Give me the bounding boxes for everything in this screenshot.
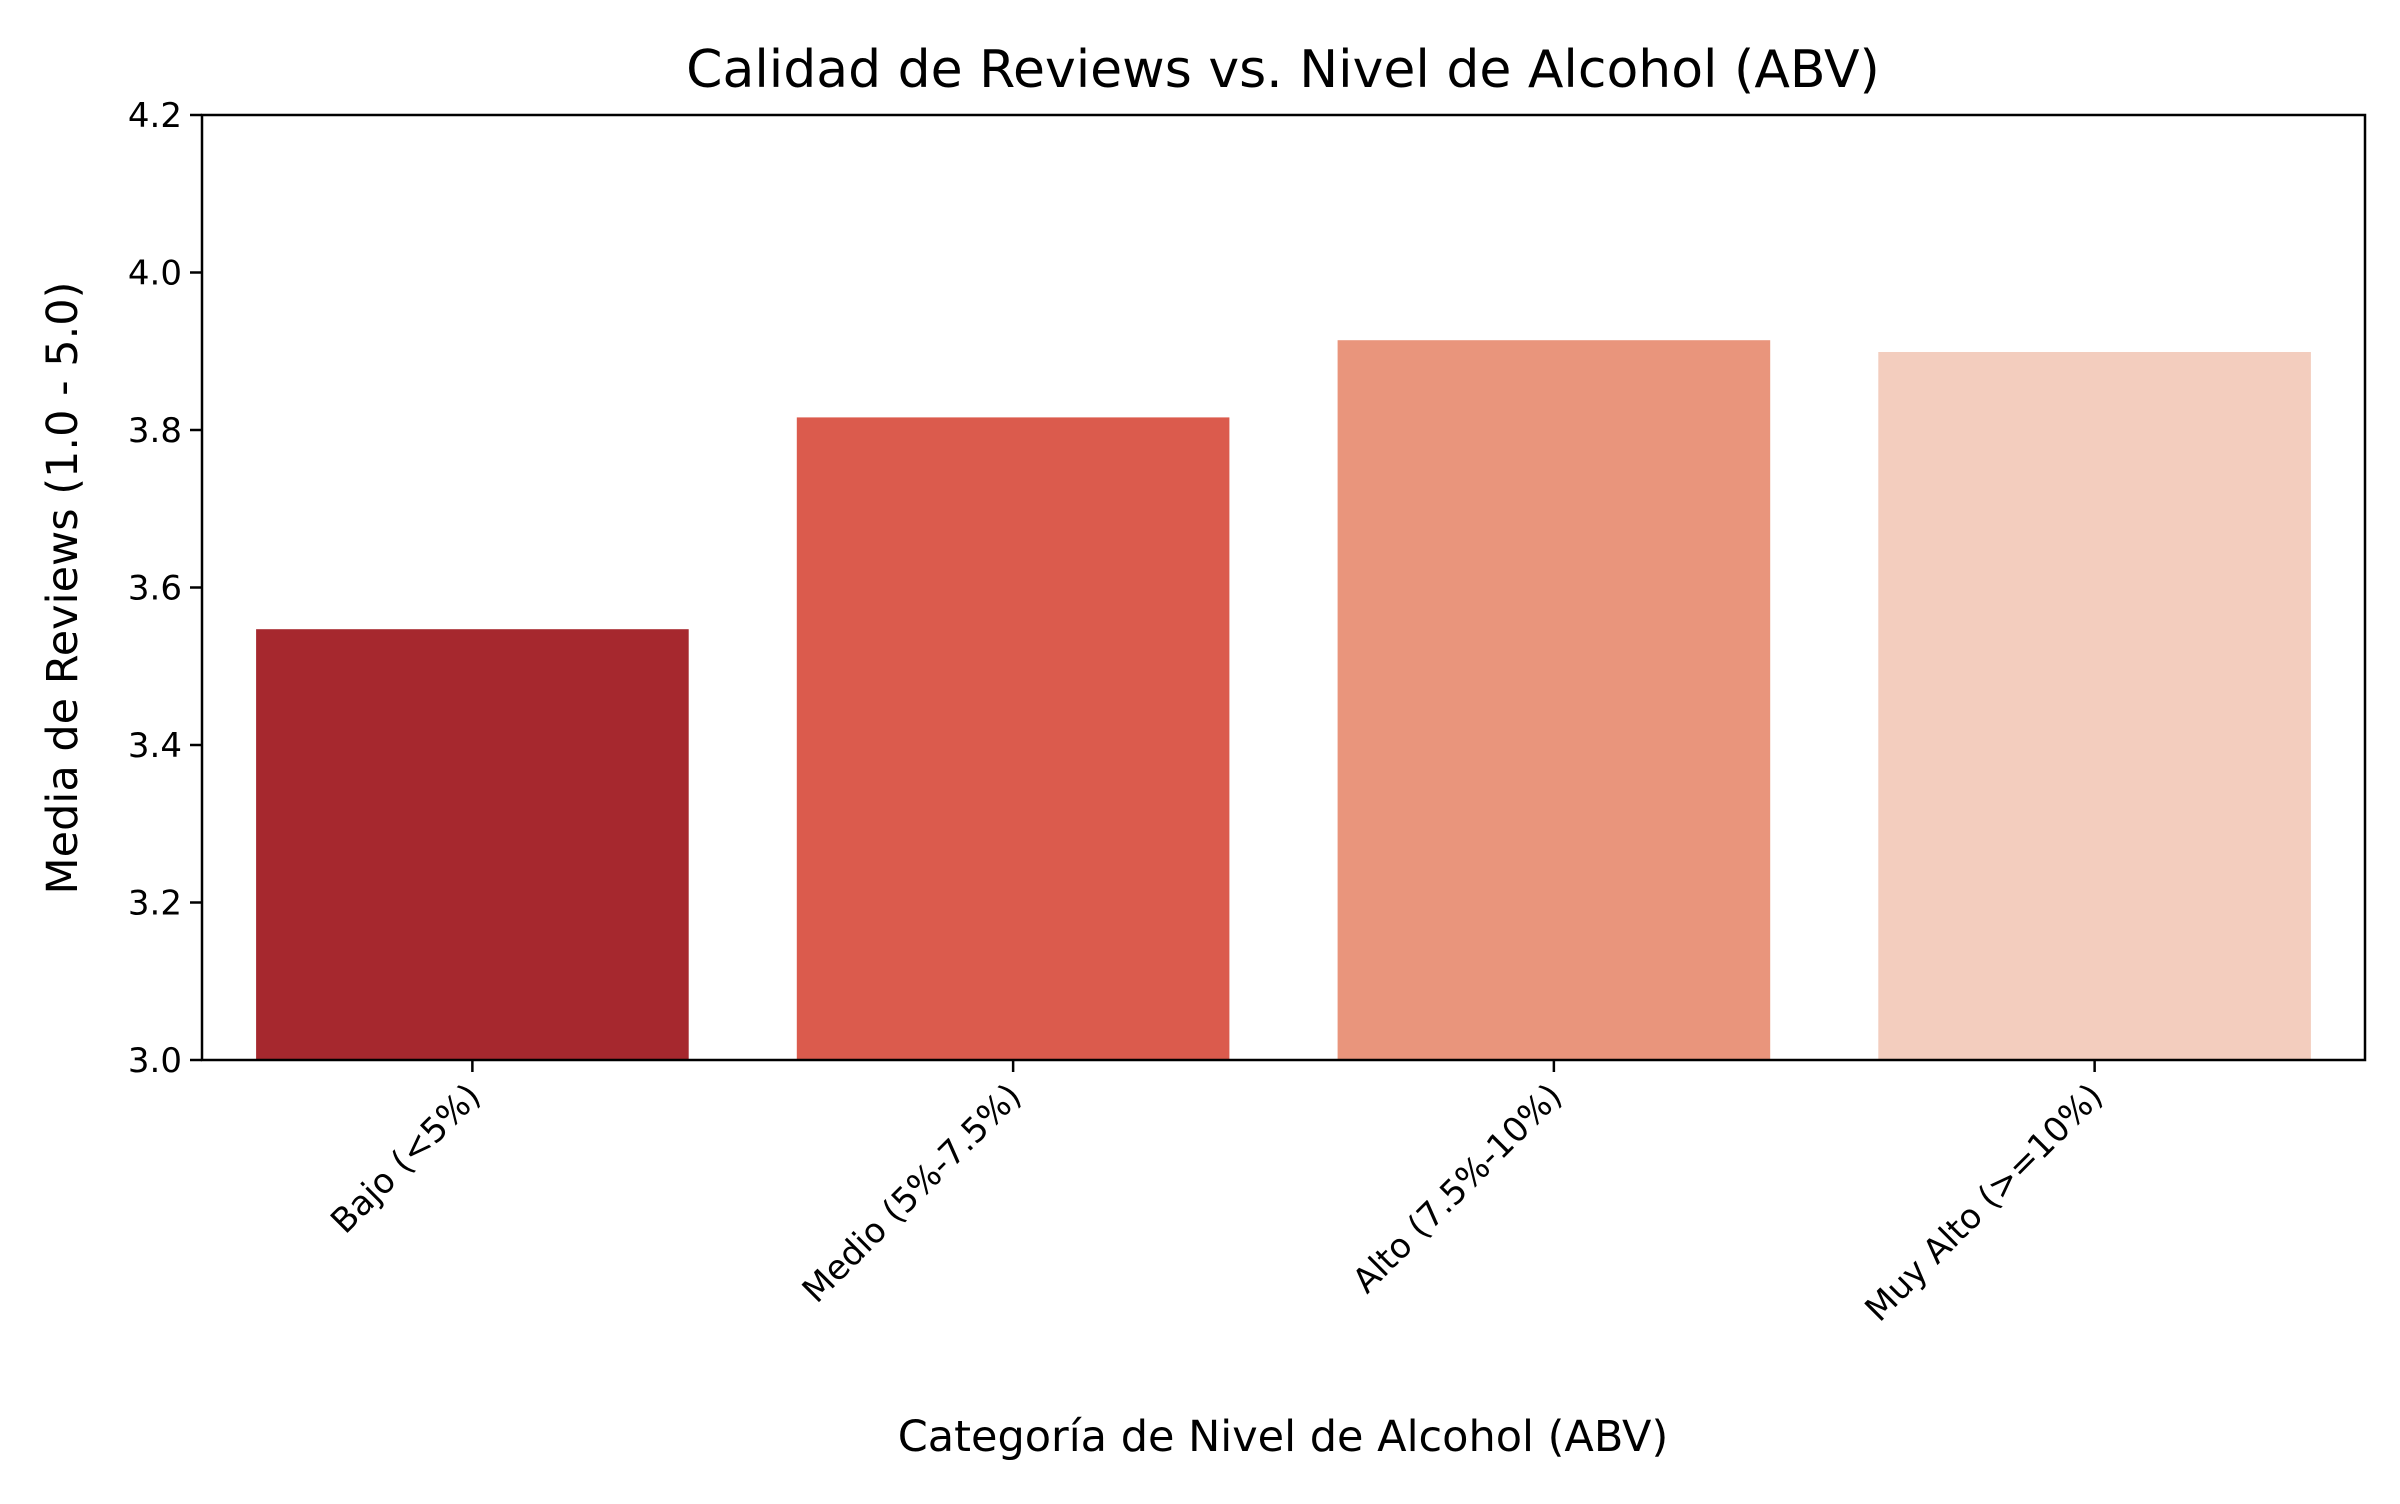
x-axis-ticks: Bajo (<5%) Medio (5%-7.5%) Alto (7.5%-10%)… bbox=[323, 1060, 2111, 1330]
bars-layer bbox=[256, 340, 2311, 1060]
bar-1 bbox=[796, 417, 1230, 1060]
chart-title: Calidad de Reviews vs. Nivel de Alcohol … bbox=[686, 40, 1880, 100]
y-tick-label: 3.8 bbox=[128, 411, 182, 451]
bar-3 bbox=[1878, 352, 2311, 1060]
x-tick-label: Muy Alto (>=10%) bbox=[1857, 1076, 2111, 1330]
x-axis-label: Categoría de Nivel de Alcohol (ABV) bbox=[898, 1412, 1668, 1462]
y-tick-label: 4.2 bbox=[128, 96, 182, 136]
bar-2 bbox=[1337, 340, 1771, 1060]
y-axis-ticks: 3.0 3.2 3.4 3.6 3.8 4.0 4.2 bbox=[128, 96, 202, 1081]
y-tick-label: 3.2 bbox=[128, 884, 182, 924]
y-axis-label: Media de Reviews (1.0 - 5.0) bbox=[38, 282, 88, 895]
bar-0 bbox=[256, 629, 689, 1060]
y-tick-label: 4.0 bbox=[128, 254, 182, 294]
y-tick-label: 3.6 bbox=[128, 569, 182, 609]
y-tick-label: 3.4 bbox=[128, 726, 182, 766]
x-tick-label: Alto (7.5%-10%) bbox=[1345, 1076, 1570, 1301]
x-tick-label: Medio (5%-7.5%) bbox=[795, 1076, 1030, 1311]
x-tick-label: Bajo (<5%) bbox=[323, 1076, 489, 1242]
y-tick-label: 3.0 bbox=[128, 1041, 182, 1081]
